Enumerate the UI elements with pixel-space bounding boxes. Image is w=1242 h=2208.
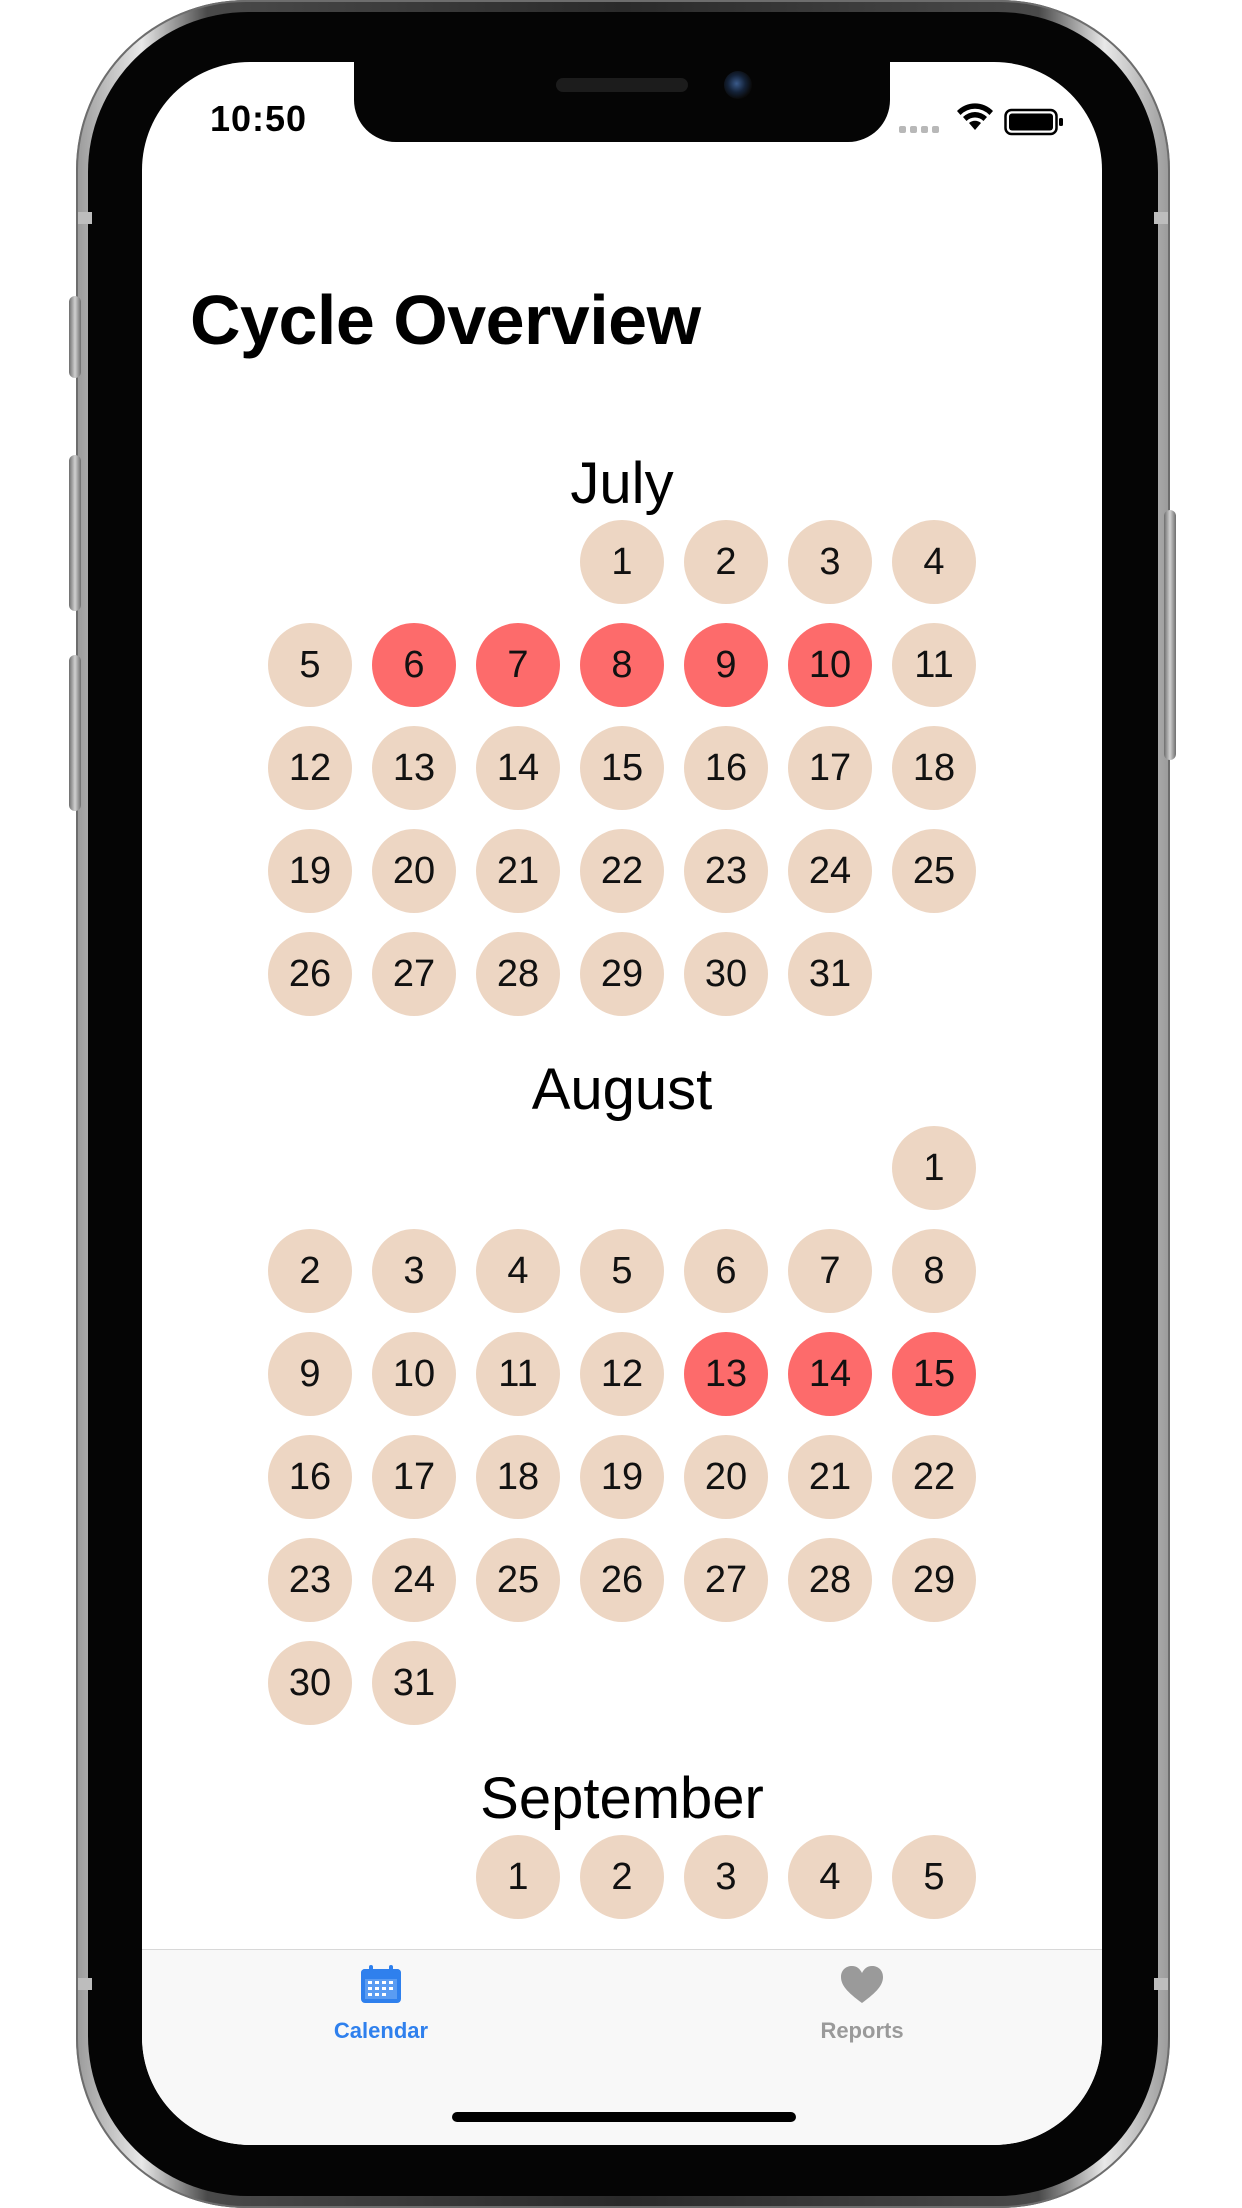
calendar-day[interactable]: 2 bbox=[268, 1229, 352, 1313]
calendar-day[interactable]: 20 bbox=[684, 1435, 768, 1519]
calendar-day[interactable]: 1 bbox=[892, 1126, 976, 1210]
calendar-day[interactable]: 19 bbox=[580, 1435, 664, 1519]
calendar-day[interactable]: 18 bbox=[892, 726, 976, 810]
wifi-icon bbox=[957, 103, 993, 130]
antenna-band bbox=[78, 1978, 92, 1990]
calendar-day[interactable]: 24 bbox=[788, 829, 872, 913]
period-day[interactable]: 8 bbox=[580, 623, 664, 707]
antenna-band bbox=[1154, 212, 1168, 224]
front-camera bbox=[724, 71, 752, 99]
calendar-day[interactable]: 28 bbox=[476, 932, 560, 1016]
calendar-day[interactable]: 4 bbox=[892, 520, 976, 604]
cellular-signal-icon bbox=[899, 126, 939, 133]
page-title: Cycle Overview bbox=[190, 281, 701, 359]
power-button bbox=[1164, 510, 1176, 760]
calendar-day[interactable]: 30 bbox=[268, 1641, 352, 1725]
calendar-day[interactable]: 17 bbox=[788, 726, 872, 810]
calendar-day[interactable]: 9 bbox=[268, 1332, 352, 1416]
calendar-day[interactable]: 2 bbox=[684, 520, 768, 604]
antenna-band bbox=[1154, 1978, 1168, 1990]
calendar-day[interactable]: 5 bbox=[892, 1835, 976, 1919]
period-day[interactable]: 14 bbox=[788, 1332, 872, 1416]
calendar-day[interactable]: 5 bbox=[268, 623, 352, 707]
calendar-day[interactable]: 27 bbox=[372, 932, 456, 1016]
calendar-day[interactable]: 15 bbox=[580, 726, 664, 810]
period-day[interactable]: 7 bbox=[476, 623, 560, 707]
calendar-day[interactable]: 1 bbox=[580, 520, 664, 604]
calendar-day[interactable]: 25 bbox=[892, 829, 976, 913]
period-day[interactable]: 15 bbox=[892, 1332, 976, 1416]
volume-down-button bbox=[69, 655, 81, 811]
calendar-day[interactable]: 22 bbox=[892, 1435, 976, 1519]
calendar-day[interactable]: 29 bbox=[892, 1538, 976, 1622]
calendar-day[interactable]: 18 bbox=[476, 1435, 560, 1519]
calendar-day[interactable]: 19 bbox=[268, 829, 352, 913]
calendar-day[interactable]: 22 bbox=[580, 829, 664, 913]
heart-icon bbox=[841, 1966, 883, 2003]
period-day[interactable]: 9 bbox=[684, 623, 768, 707]
calendar-day[interactable]: 4 bbox=[476, 1229, 560, 1313]
month-title: August bbox=[531, 1057, 713, 1122]
calendar-day[interactable]: 12 bbox=[580, 1332, 664, 1416]
calendar-day[interactable]: 4 bbox=[788, 1835, 872, 1919]
calendar-day[interactable]: 26 bbox=[580, 1538, 664, 1622]
calendar-day[interactable]: 11 bbox=[892, 623, 976, 707]
calendar-day[interactable]: 23 bbox=[268, 1538, 352, 1622]
calendar-day[interactable]: 13 bbox=[372, 726, 456, 810]
calendar-day[interactable]: 3 bbox=[788, 520, 872, 604]
period-day[interactable]: 13 bbox=[684, 1332, 768, 1416]
battery-icon bbox=[1004, 108, 1063, 136]
calendar-day[interactable]: 24 bbox=[372, 1538, 456, 1622]
calendar-day[interactable]: 8 bbox=[892, 1229, 976, 1313]
calendar-day[interactable]: 16 bbox=[684, 726, 768, 810]
calendar-day[interactable]: 31 bbox=[788, 932, 872, 1016]
calendar-day[interactable]: 7 bbox=[788, 1229, 872, 1313]
calendar-day[interactable]: 11 bbox=[476, 1332, 560, 1416]
volume-up-button bbox=[69, 455, 81, 611]
period-day[interactable]: 10 bbox=[788, 623, 872, 707]
calendar-day[interactable]: 21 bbox=[788, 1435, 872, 1519]
screen: 10:50 Cycle Overview bbox=[142, 62, 1102, 2145]
calendar-day[interactable]: 3 bbox=[372, 1229, 456, 1313]
earpiece-speaker bbox=[556, 78, 688, 92]
calendar-day[interactable]: 27 bbox=[684, 1538, 768, 1622]
calendar-day[interactable]: 30 bbox=[684, 932, 768, 1016]
calendar-day[interactable]: 3 bbox=[684, 1835, 768, 1919]
antenna-band bbox=[78, 212, 92, 224]
calendar-day[interactable]: 1 bbox=[476, 1835, 560, 1919]
calendar-day[interactable]: 5 bbox=[580, 1229, 664, 1313]
home-indicator[interactable] bbox=[452, 2112, 796, 2122]
calendar-day[interactable]: 23 bbox=[684, 829, 768, 913]
tab-calendar-label: Calendar bbox=[333, 2018, 429, 2043]
calendar-day[interactable]: 2 bbox=[580, 1835, 664, 1919]
calendar-day[interactable]: 6 bbox=[684, 1229, 768, 1313]
calendar-day[interactable]: 16 bbox=[268, 1435, 352, 1519]
calendar-day[interactable]: 10 bbox=[372, 1332, 456, 1416]
calendar-day[interactable]: 28 bbox=[788, 1538, 872, 1622]
tab-calendar[interactable]: Calendar bbox=[271, 1964, 491, 2044]
tab-reports[interactable]: Reports bbox=[752, 1964, 972, 2044]
calendar-icon bbox=[361, 1965, 401, 2003]
calendar-day[interactable]: 31 bbox=[372, 1641, 456, 1725]
calendar-day[interactable]: 21 bbox=[476, 829, 560, 913]
tab-reports-label: Reports bbox=[820, 2018, 904, 2043]
notch bbox=[354, 62, 890, 142]
calendar-day[interactable]: 12 bbox=[268, 726, 352, 810]
calendar-day[interactable]: 20 bbox=[372, 829, 456, 913]
calendar-day[interactable]: 26 bbox=[268, 932, 352, 1016]
silent-switch bbox=[69, 296, 81, 378]
month-title: September bbox=[480, 1766, 764, 1831]
period-day[interactable]: 6 bbox=[372, 623, 456, 707]
calendar-day[interactable]: 14 bbox=[476, 726, 560, 810]
calendar-day[interactable]: 29 bbox=[580, 932, 664, 1016]
status-bar: 10:50 bbox=[142, 62, 1102, 162]
month-title: July bbox=[570, 451, 674, 516]
calendar-day[interactable]: 17 bbox=[372, 1435, 456, 1519]
status-time: 10:50 bbox=[210, 98, 308, 139]
calendar-day[interactable]: 25 bbox=[476, 1538, 560, 1622]
